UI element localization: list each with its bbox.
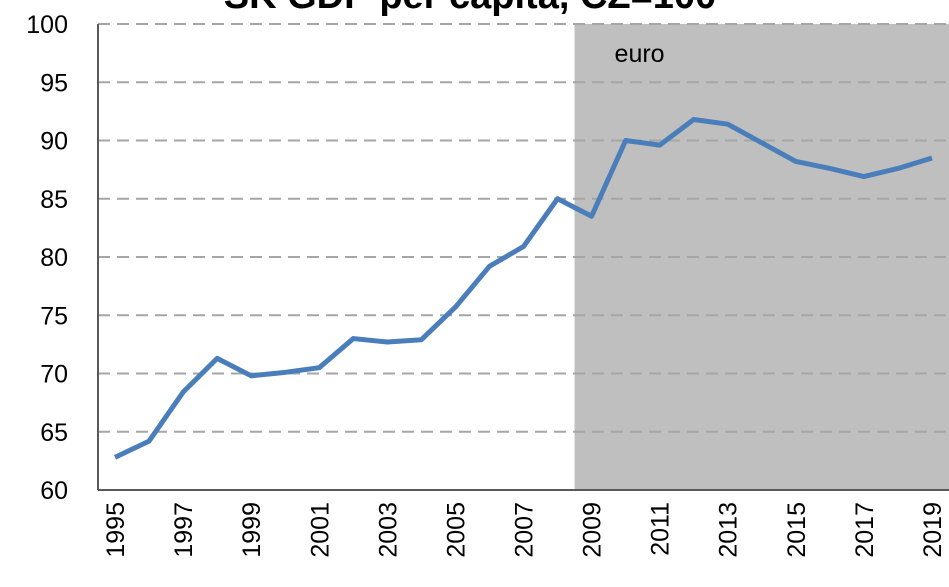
x-tick-label: 2013	[715, 502, 743, 558]
x-tick-label: 2019	[919, 502, 947, 558]
y-tick-label: 85	[40, 186, 68, 214]
x-tick-label: 2005	[442, 502, 470, 558]
x-tick-label: 1999	[238, 502, 266, 558]
chart-title: SK GDP per capita, CZ=100	[224, 0, 716, 17]
x-tick-label: 1997	[170, 502, 198, 558]
x-tick-label: 2003	[374, 502, 402, 558]
x-tick-label: 2009	[579, 502, 607, 558]
y-tick-label: 90	[40, 128, 68, 156]
y-tick-label: 95	[40, 69, 68, 97]
y-tick-label: 80	[40, 244, 68, 272]
y-tick-label: 100	[26, 11, 68, 39]
x-tick-label: 2001	[306, 502, 334, 558]
y-tick-label: 65	[40, 419, 68, 447]
y-tick-label: 75	[40, 302, 68, 330]
y-tick-label: 60	[40, 477, 68, 505]
y-tick-label: 70	[40, 361, 68, 389]
data-line	[113, 117, 933, 460]
x-tick-label: 1995	[102, 502, 130, 558]
x-tick-label: 2017	[851, 502, 879, 558]
region-label: euro	[615, 40, 665, 68]
x-tick-label: 2007	[511, 502, 539, 558]
x-tick-label: 2011	[647, 502, 675, 556]
x-tick-label: 2015	[783, 502, 811, 558]
